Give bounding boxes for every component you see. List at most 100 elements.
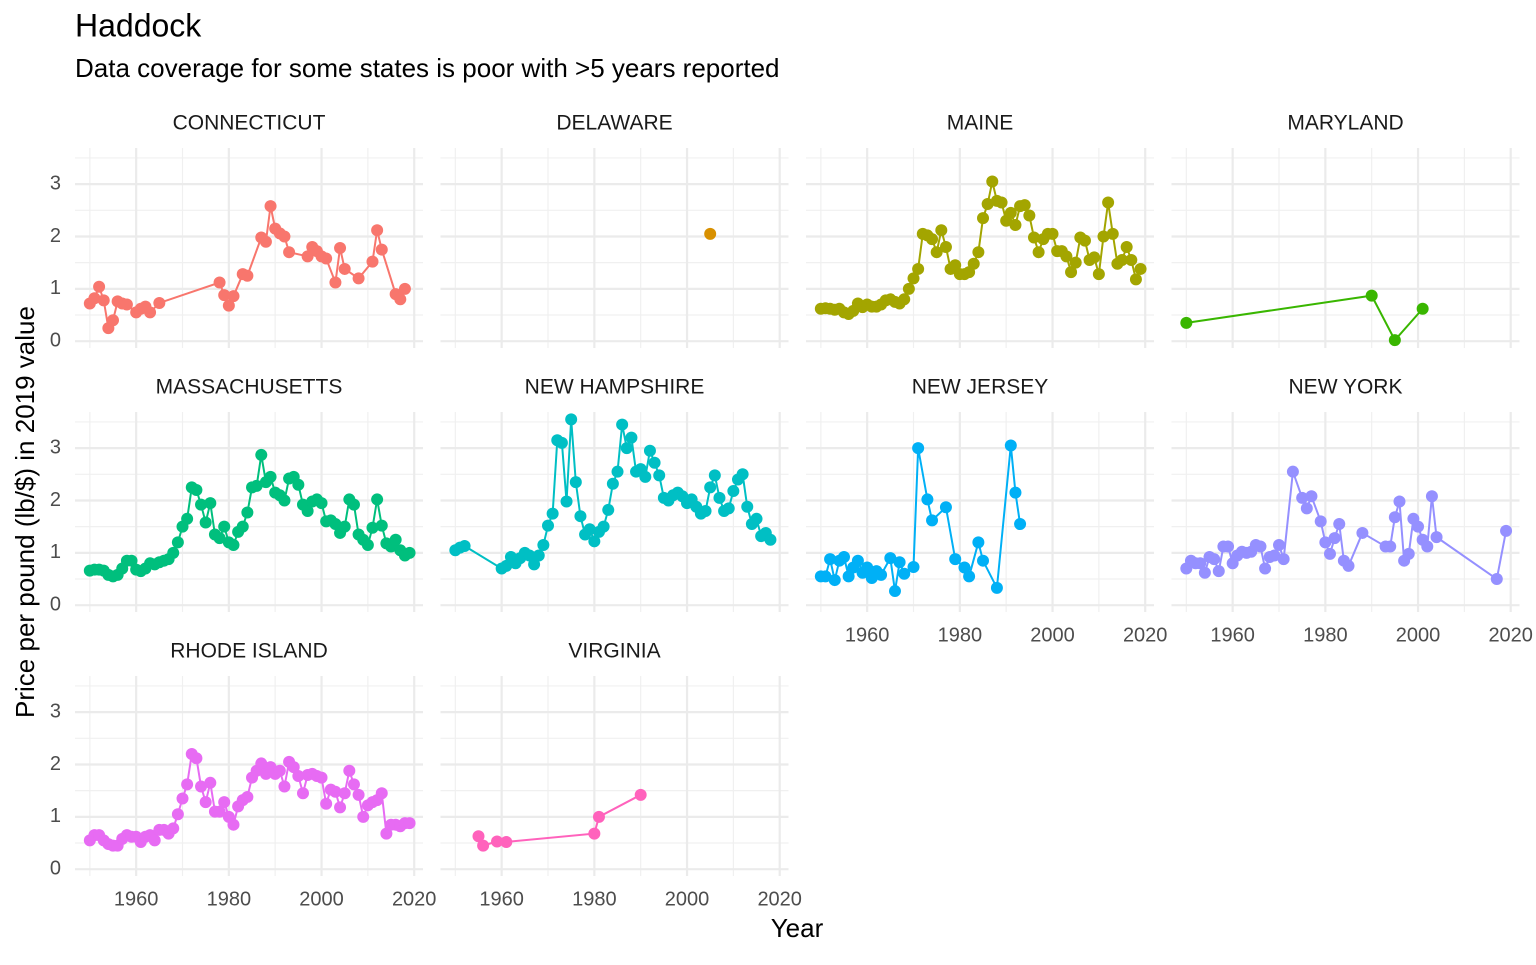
- data-point: [190, 752, 203, 765]
- data-point: [921, 493, 934, 506]
- data-point: [394, 293, 407, 306]
- data-point: [1046, 227, 1059, 240]
- data-point: [264, 200, 277, 213]
- data-point: [704, 481, 717, 494]
- data-point: [1023, 209, 1036, 222]
- data-point: [708, 469, 721, 482]
- data-point: [912, 262, 925, 275]
- data-point: [981, 198, 994, 211]
- data-point: [264, 470, 277, 483]
- data-point: [1009, 218, 1022, 231]
- x-tick-label: 2020: [757, 888, 802, 910]
- data-point: [639, 470, 652, 483]
- data-point: [1356, 526, 1369, 539]
- data-point: [500, 835, 513, 848]
- strip-label: DELAWARE: [556, 112, 672, 135]
- panel: NEW HAMPSHIRE: [440, 376, 789, 612]
- data-point: [898, 567, 911, 580]
- y-tick-label: 2: [50, 489, 61, 511]
- x-tick-label: 1980: [207, 888, 252, 910]
- y-tick-label: 1: [50, 277, 61, 299]
- data-point: [1286, 465, 1299, 478]
- data-line: [1186, 294, 1424, 342]
- data-point: [1416, 302, 1429, 315]
- data-point: [1004, 439, 1017, 452]
- data-point: [574, 510, 587, 523]
- data-point: [472, 830, 485, 843]
- data-point: [1014, 518, 1027, 531]
- data-point: [583, 523, 596, 536]
- data-point: [199, 516, 212, 529]
- data-point: [1212, 565, 1225, 578]
- data-point: [1092, 268, 1105, 281]
- data-point: [334, 801, 347, 814]
- panel: RHODE ISLAND 1960 1980 2000 2020 0 1 2 3: [50, 640, 437, 911]
- panel: MARYLAND: [1171, 112, 1520, 348]
- data-point: [875, 568, 888, 581]
- data-point: [995, 196, 1008, 209]
- data-point: [949, 553, 962, 566]
- data-point: [218, 520, 231, 533]
- data-point: [352, 272, 365, 285]
- data-point: [939, 501, 952, 514]
- data-point: [1106, 227, 1119, 240]
- data-point: [366, 255, 379, 268]
- data-point: [828, 574, 841, 587]
- data-point: [255, 448, 268, 461]
- data-point: [736, 468, 749, 481]
- data-point: [491, 835, 504, 848]
- data-point: [1254, 540, 1267, 553]
- panel: VIRGINIA 1960 1980 2000 2020: [440, 640, 802, 910]
- data-point: [403, 817, 416, 830]
- y-axis-title: Price per pound (lb/$) in 2019 value: [10, 306, 40, 718]
- strip-label: NEW JERSEY: [912, 376, 1049, 399]
- data-point: [375, 243, 388, 256]
- data-point: [241, 790, 254, 803]
- data-point: [986, 175, 999, 188]
- data-point: [477, 839, 490, 852]
- data-point: [1500, 524, 1513, 537]
- data-point: [403, 546, 416, 559]
- data-point: [320, 252, 333, 265]
- data-point: [1009, 486, 1022, 499]
- data-point: [606, 477, 619, 490]
- data-point: [167, 546, 180, 559]
- data-point: [199, 796, 212, 809]
- data-point: [1222, 540, 1235, 553]
- data-point: [907, 560, 920, 573]
- data-point: [1027, 231, 1040, 244]
- data-point: [1018, 199, 1031, 212]
- data-point: [1078, 234, 1091, 247]
- data-point: [537, 538, 550, 551]
- panel: MAINE: [806, 112, 1154, 348]
- data-point: [1421, 540, 1434, 553]
- data-point: [634, 788, 647, 801]
- data-point: [389, 533, 402, 546]
- data-point: [329, 276, 342, 289]
- data-point: [1388, 511, 1401, 524]
- data-point: [106, 314, 119, 327]
- data-point: [181, 778, 194, 791]
- data-point: [1134, 262, 1147, 275]
- data-point: [1088, 251, 1101, 264]
- data-point: [935, 224, 948, 237]
- data-point: [602, 503, 615, 516]
- data-point: [1365, 289, 1378, 302]
- data-point: [727, 485, 740, 498]
- strip-label: RHODE ISLAND: [170, 640, 328, 663]
- data-point: [204, 497, 217, 510]
- data-point: [750, 512, 763, 525]
- data-point: [278, 230, 291, 243]
- data-point: [990, 581, 1003, 594]
- data-point: [977, 212, 990, 225]
- data-point: [1323, 547, 1336, 560]
- data-point: [1425, 490, 1438, 503]
- data-point: [301, 504, 314, 517]
- data-point: [611, 465, 624, 478]
- x-tick-label: 1980: [572, 888, 617, 910]
- data-point: [375, 519, 388, 532]
- data-point: [195, 498, 208, 511]
- data-point: [963, 570, 976, 583]
- y-tick-label: 1: [50, 805, 61, 827]
